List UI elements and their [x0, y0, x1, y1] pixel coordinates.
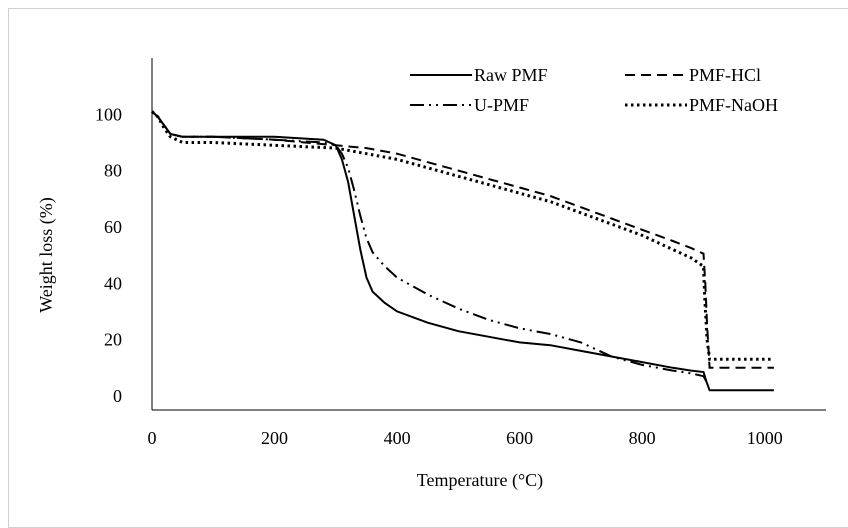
x-tick-label: 600	[506, 428, 533, 448]
legend-label: Raw PMF	[474, 65, 548, 85]
y-tick-label: 0	[113, 386, 122, 406]
x-tick-label: 400	[384, 428, 411, 448]
series-line-pmf-hcl	[151, 110, 774, 369]
y-tick-label: 80	[104, 161, 122, 181]
x-tick-label: 0	[148, 428, 157, 448]
x-tick-labels: 0 200 400 600 800 1000	[148, 428, 783, 448]
y-tick-label: 100	[95, 104, 122, 124]
x-tick-label: 800	[629, 428, 656, 448]
tga-line-chart: 0 200 400 600 800 1000 0 20 40 60 80 100 Raw PMF PM…	[36, 58, 826, 491]
y-tick-label: 20	[104, 330, 122, 350]
legend: Raw PMF PMF-HCl U-PMF PMF-NaOH	[410, 65, 778, 115]
legend-label: PMF-NaOH	[689, 95, 778, 115]
series-line-u-pmf	[151, 110, 711, 386]
legend-label: U-PMF	[474, 95, 529, 115]
axes	[151, 58, 826, 411]
y-tick-labels: 0 20 40 60 80 100	[95, 104, 122, 406]
series-lines	[150, 110, 774, 392]
x-axis-label: Temperature (°C)	[417, 470, 543, 491]
y-axis-label: Weight loss (%)	[36, 197, 57, 313]
y-tick-label: 40	[104, 273, 122, 293]
y-tick-label: 60	[104, 217, 122, 237]
legend-label: PMF-HCl	[689, 65, 761, 85]
x-tick-label: 1000	[747, 428, 783, 448]
series-line-pmf-naoh	[150, 110, 774, 361]
series-line-raw-pmf	[151, 110, 774, 392]
x-tick-label: 200	[261, 428, 288, 448]
